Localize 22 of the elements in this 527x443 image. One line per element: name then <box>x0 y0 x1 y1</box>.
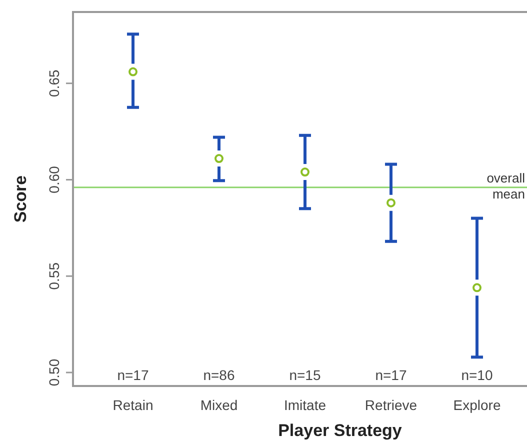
x-tick-label: Imitate <box>284 397 326 413</box>
point <box>472 283 482 292</box>
point <box>128 67 138 76</box>
annotation: n=15 <box>289 367 321 383</box>
y-tick-label: 0.60 <box>46 166 62 194</box>
annotation: n=86 <box>203 367 235 383</box>
point <box>300 168 310 177</box>
x-tick-label: Retrieve <box>364 397 418 413</box>
annotation: n=17 <box>375 367 407 383</box>
y-tick-label: 0.65 <box>46 69 62 97</box>
x-tick-label: Retain <box>112 397 154 413</box>
annotation: n=17 <box>117 367 149 383</box>
point <box>214 154 224 164</box>
y-axis-title: Score <box>11 175 30 223</box>
y-tick-label: 0.55 <box>46 262 62 290</box>
x-axis-title: Player Strategy <box>278 421 402 440</box>
x-tick-label: Mixed <box>200 397 238 413</box>
ref-line-label: overall mean <box>486 170 526 202</box>
x-tick-label: Explore <box>453 397 501 413</box>
point <box>386 198 396 208</box>
y-tick-label: 0.50 <box>46 358 62 386</box>
annotation: n=10 <box>461 367 493 383</box>
